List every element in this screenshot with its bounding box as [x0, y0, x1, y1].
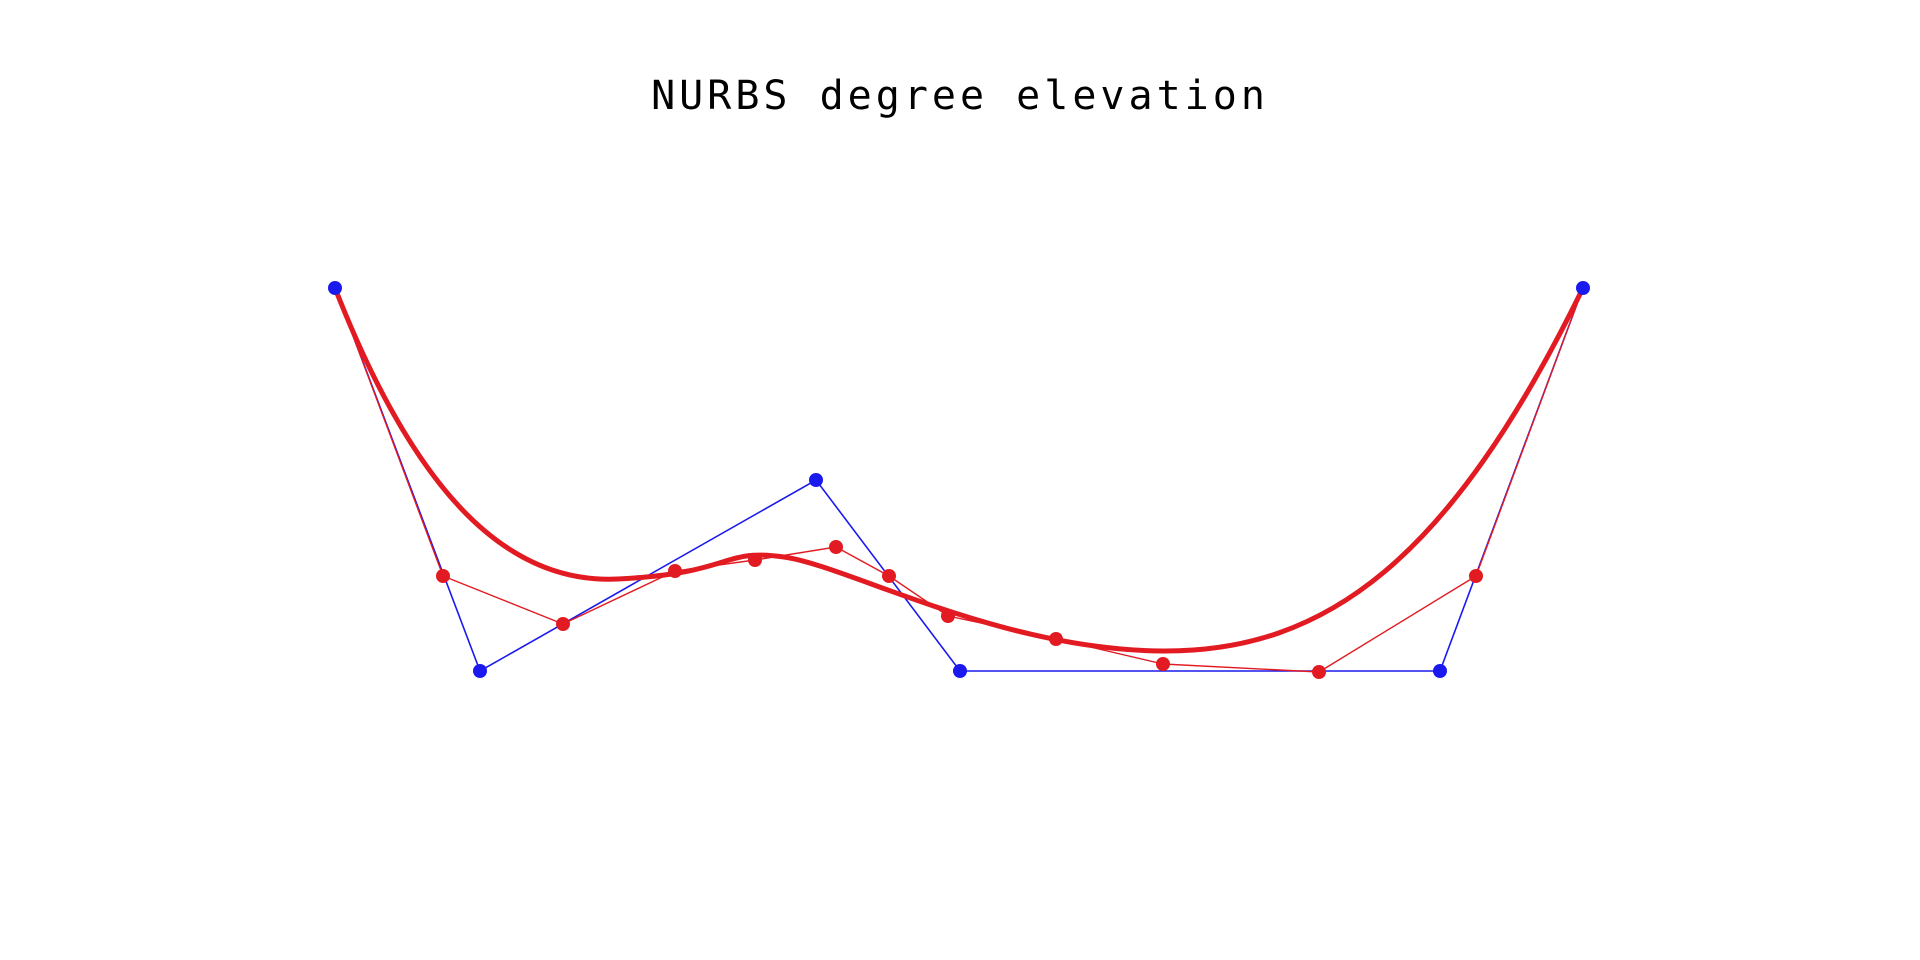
control-point — [809, 473, 823, 487]
nurbs-curve — [332, 286, 1586, 654]
control-point — [1312, 665, 1326, 679]
control-point — [1469, 569, 1483, 583]
control-point — [668, 564, 682, 578]
control-point — [328, 281, 342, 295]
control-point — [941, 609, 955, 623]
control-point — [1049, 632, 1063, 646]
control-point — [1433, 664, 1447, 678]
original-control-points — [328, 281, 1590, 678]
control-point — [953, 664, 967, 678]
control-point — [473, 664, 487, 678]
title: NURBS degree elevation — [651, 73, 1269, 119]
control-point — [1156, 657, 1170, 671]
control-point — [1576, 281, 1590, 295]
control-point — [436, 569, 450, 583]
elevated-control-points — [436, 540, 1483, 679]
control-point — [882, 569, 896, 583]
control-point — [556, 617, 570, 631]
control-point — [829, 540, 843, 554]
control-point — [748, 553, 762, 567]
